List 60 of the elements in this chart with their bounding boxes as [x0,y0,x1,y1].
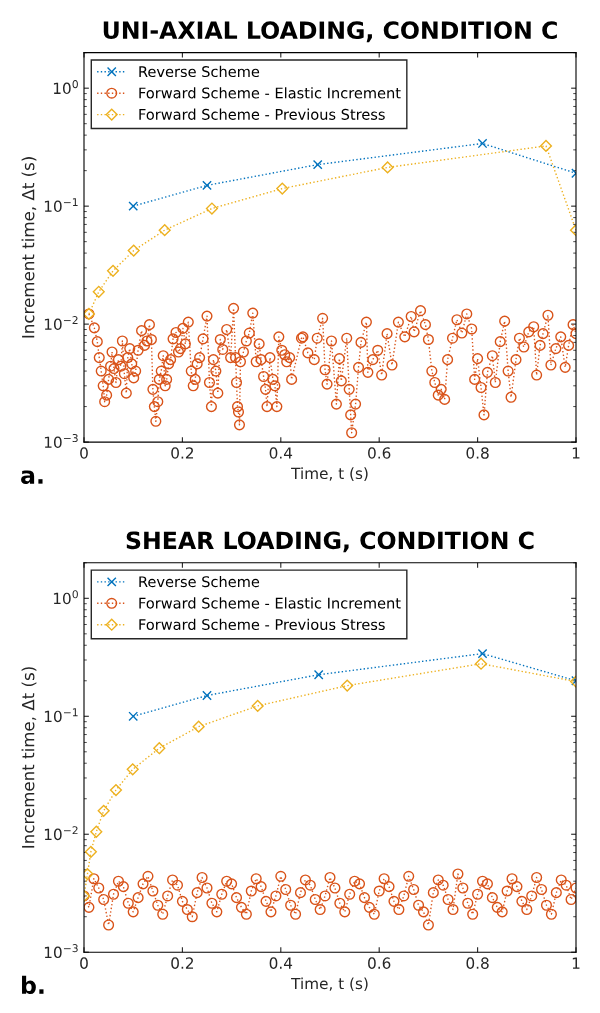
point [84,845,97,858]
point [109,783,123,797]
point [153,742,166,755]
y-tick-label: 10$^{0}$ [53,590,78,605]
point [90,825,103,838]
point [477,138,488,149]
x-tick-label: 0.6 [368,957,391,969]
legend-label: Reverse Scheme [139,65,260,78]
legend-label: Forward Scheme - Elastic Increment [139,597,401,609]
point [474,657,488,670]
y-tick-label: 10$^{−2}$ [44,316,78,331]
point [106,264,120,277]
point [381,161,394,174]
point [477,648,488,659]
y-axis-title: Increment time, Δt (s) [21,157,37,338]
legend-label: Forward Scheme - Previous Stress [139,108,385,120]
x-tick-label: 0 [80,447,88,459]
point [539,139,553,153]
x-axis-title: Time, t (s) [291,467,368,481]
point [128,711,139,722]
point [251,699,264,712]
y-tick-label: 10$^{−3}$ [44,944,78,959]
point [126,763,139,776]
text: b. [22,975,44,995]
point [128,201,139,212]
legend-label: Forward Scheme - Previous Stress [139,618,385,631]
chart-title: SHEAR LOADING, CONDITION C [126,531,534,553]
point [341,679,354,692]
y-axis-title: Increment time, Δt (s) [21,667,37,848]
x-tick-label: 0.2 [171,957,194,969]
y-tick-label: 10$^{−1}$ [44,198,78,213]
x-tick-label: 1 [572,957,580,969]
point [92,285,105,298]
point [205,202,219,215]
x-tick-label: 1 [572,447,580,459]
point [127,244,140,257]
point [202,180,212,191]
x-tick-label: 0.8 [466,447,489,459]
y-tick-label: 10$^{0}$ [53,80,78,95]
x-tick-label: 0.8 [466,957,489,969]
point [97,804,110,817]
x-axis-title: Time, t (s) [291,977,368,992]
x-tick-label: 0 [80,957,88,969]
point [276,182,289,195]
x-tick-label: 0.4 [269,957,293,969]
x-tick-label: 0.4 [269,447,293,459]
text: a. [21,470,43,484]
x-tick-label: 0.2 [171,447,194,459]
x-tick-label: 0.6 [368,447,391,459]
chart-title: UNI-AXIAL LOADING, CONDITION C [103,21,557,43]
point [313,669,324,680]
point [158,224,171,237]
point [312,159,323,170]
point [202,690,212,701]
y-tick-label: 10$^{−1}$ [44,708,78,723]
y-tick-label: 10$^{−2}$ [44,826,78,841]
point [192,720,205,733]
legend-label: Reverse Scheme [139,575,260,588]
legend-label: Forward Scheme - Elastic Increment [139,87,401,99]
y-tick-label: 10$^{−3}$ [44,433,78,448]
